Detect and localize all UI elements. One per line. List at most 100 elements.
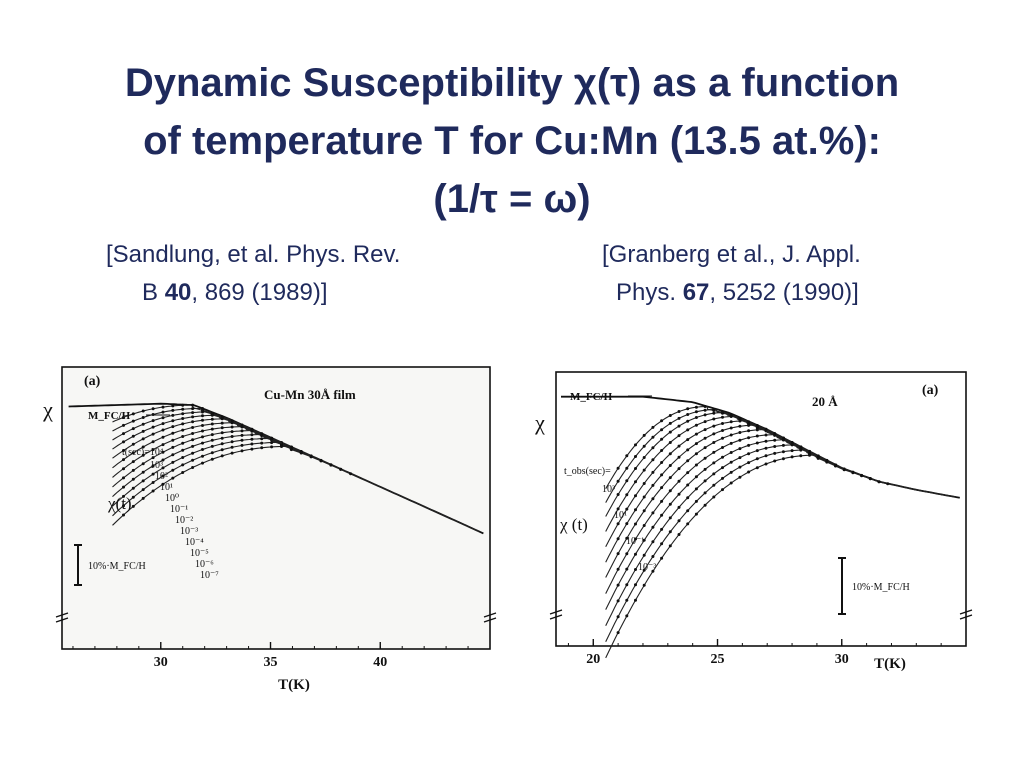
x-tick-label: 25: [711, 652, 725, 667]
citation-left-prefix: B: [142, 279, 165, 306]
axis-break-mark: [55, 612, 69, 618]
chi-t-data-point: [625, 614, 629, 618]
chi-t-data-point: [171, 453, 175, 457]
chi-t-data-point: [729, 470, 733, 474]
chi-t-data-point: [660, 449, 664, 452]
chi-t-data-point: [151, 481, 155, 484]
chi-t-data-point: [230, 440, 234, 444]
chi-t-data-point: [141, 445, 145, 449]
chi-t-data-point: [171, 408, 175, 412]
chi-t-data-point: [122, 423, 125, 427]
chi-t-data-point: [250, 437, 254, 441]
time-value-label: 10³: [150, 460, 163, 471]
chi-t-data-point: [339, 467, 343, 471]
chi-t-data-point: [738, 431, 742, 434]
chi-t-data-point: [201, 424, 204, 427]
chi-t-data-point: [240, 449, 244, 453]
chi-t-data-point: [220, 436, 224, 440]
chi-t-data-point: [668, 464, 672, 467]
chi-t-data-point: [834, 464, 837, 468]
chi-t-data-point: [668, 502, 672, 506]
chi-t-data-point: [877, 480, 881, 484]
chi-t-data-point: [660, 473, 664, 477]
chi-t-data-point: [250, 429, 254, 433]
time-value-label: 10⁻⁵: [190, 548, 209, 559]
chi-t-data-point: [712, 483, 716, 487]
chi-t-data-point: [634, 467, 637, 470]
chi-t-data-point: [161, 410, 165, 414]
chi-t-data-point: [781, 457, 785, 461]
chi-t-data-point: [694, 463, 698, 467]
chi-t-data-point: [642, 568, 646, 572]
chi-t-data-point: [677, 416, 681, 420]
chi-t-data-point: [141, 437, 145, 441]
y-axis-label: χ: [42, 397, 53, 422]
chi-t-data-point: [668, 430, 672, 434]
chi-t-data-point: [151, 448, 155, 452]
axis-break-mark: [959, 609, 973, 615]
chi-t-data-point: [141, 422, 145, 426]
chi-t-data-point: [790, 455, 794, 459]
chi-t-data-point: [694, 499, 698, 503]
chi-t-data-point: [625, 583, 629, 587]
plot-frame: [555, 371, 967, 647]
chi-t-data-point: [712, 441, 716, 444]
chi-t-series-line: [112, 445, 480, 532]
chi-t-data-point: [677, 455, 681, 459]
chi-t-data-point: [171, 413, 175, 417]
x-tick-label: 30: [154, 655, 168, 670]
chi-t-data-point: [181, 403, 185, 407]
chi-t-data-point: [625, 466, 629, 470]
chi-t-data-point: [677, 434, 681, 438]
chi-t-data-point: [122, 476, 125, 480]
title-line-2: of temperature T for Cu:Mn (13.5 at.%):: [143, 119, 881, 163]
chi-t-data-point: [319, 459, 323, 463]
chi-t-data-point: [201, 418, 204, 422]
chi-t-data-point: [799, 448, 803, 452]
time-value-label: 10⁰: [165, 493, 179, 504]
chi-t-data-point: [230, 451, 234, 455]
chi-t-data-point: [790, 443, 794, 447]
chi-t-data-point: [299, 451, 303, 455]
citation-right-volume: 67: [682, 279, 710, 306]
chi-t-data-point: [781, 438, 785, 442]
chi-t-data-point: [220, 448, 224, 452]
chi-t-data-point: [230, 430, 234, 434]
chi-t-data-point: [260, 441, 264, 445]
chi-t-data-point: [625, 522, 629, 526]
chi-t-data-point: [781, 450, 785, 454]
chi-t-data-point: [642, 468, 646, 472]
chi-t-data-point: [747, 436, 751, 440]
chi-t-data-point: [773, 459, 777, 463]
chi-t-data-point: [686, 483, 690, 487]
chi-t-data-point: [141, 488, 145, 492]
chi-t-data-point: [151, 419, 155, 423]
chi-t-data-point: [694, 442, 698, 446]
title-line-1: Dynamic Susceptibility χ(τ) as a functio…: [124, 61, 900, 105]
chi-t-data-point: [250, 442, 254, 446]
chi-t-data-point: [764, 439, 768, 443]
chi-t-data-point: [660, 486, 664, 490]
chi-t-data-point: [808, 453, 811, 457]
chi-t-data-point: [642, 444, 646, 448]
fc-envelope-label: M_FC/H: [570, 391, 613, 403]
chi-t-data-point: [181, 471, 185, 474]
chi-t-data-point: [712, 424, 716, 428]
chi-t-data-point: [660, 513, 664, 517]
chi-t-data-point: [122, 415, 125, 419]
chi-t-data-point: [634, 552, 637, 556]
chi-t-data-point: [747, 452, 751, 456]
chi-t-data-point: [181, 407, 185, 411]
chi-t-data-point: [210, 422, 214, 426]
chi-t-data-point: [816, 456, 820, 460]
chi-t-data-point: [712, 411, 716, 415]
fc-envelope-label: M_FC/H: [88, 410, 131, 422]
chi-t-data-point: [642, 538, 646, 542]
chi-t-data-point: [191, 415, 195, 419]
chi-t-data-point: [151, 407, 155, 411]
x-tick-label: 40: [373, 655, 387, 670]
chi-t-data-point: [131, 460, 135, 464]
chi-t-data-point: [625, 598, 629, 602]
chi-t-data-point: [625, 567, 629, 571]
chi-t-data-point: [738, 456, 742, 460]
